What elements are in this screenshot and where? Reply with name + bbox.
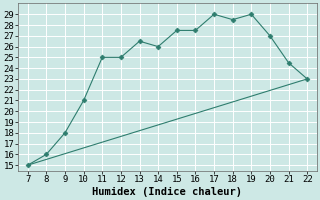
X-axis label: Humidex (Indice chaleur): Humidex (Indice chaleur) xyxy=(92,186,243,197)
